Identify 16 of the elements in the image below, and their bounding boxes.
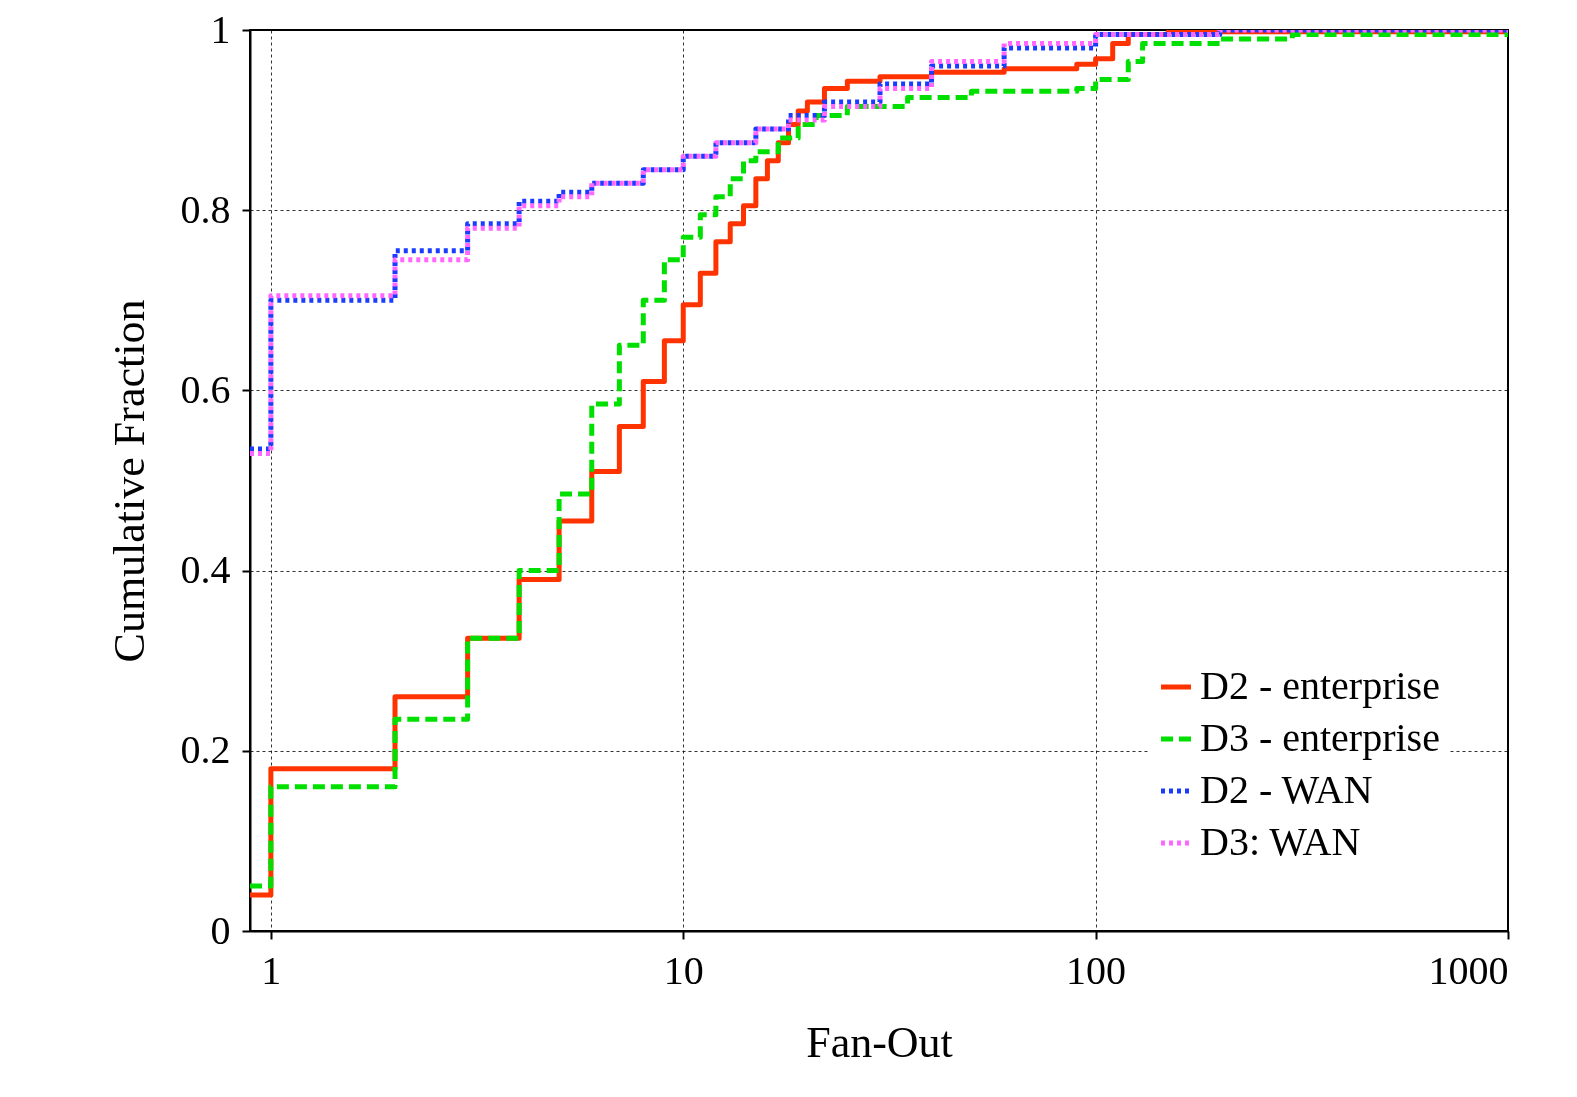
x-tick-label: 1000 [1428, 947, 1509, 993]
x-tick-label: 10 [663, 947, 704, 993]
y-axis-title: Cumulative Fraction [104, 299, 154, 663]
y-tick-label: 0.6 [180, 366, 231, 412]
x-axis-title: Fan-Out [806, 1017, 953, 1067]
y-tick-label: 1 [210, 6, 231, 52]
legend-label: D2 - WAN [1200, 767, 1373, 812]
y-tick-label: 0.8 [180, 186, 231, 232]
legend-label: D3 - enterprise [1200, 715, 1440, 760]
y-tick-label: 0.4 [180, 547, 231, 593]
x-tick-label: 1 [261, 947, 282, 993]
legend-label: D3: WAN [1200, 819, 1361, 864]
y-tick-label: 0.2 [180, 727, 231, 773]
legend-label: D2 - enterprise [1200, 663, 1440, 708]
y-tick-label: 0 [210, 907, 231, 953]
x-tick-label: 100 [1066, 947, 1127, 993]
